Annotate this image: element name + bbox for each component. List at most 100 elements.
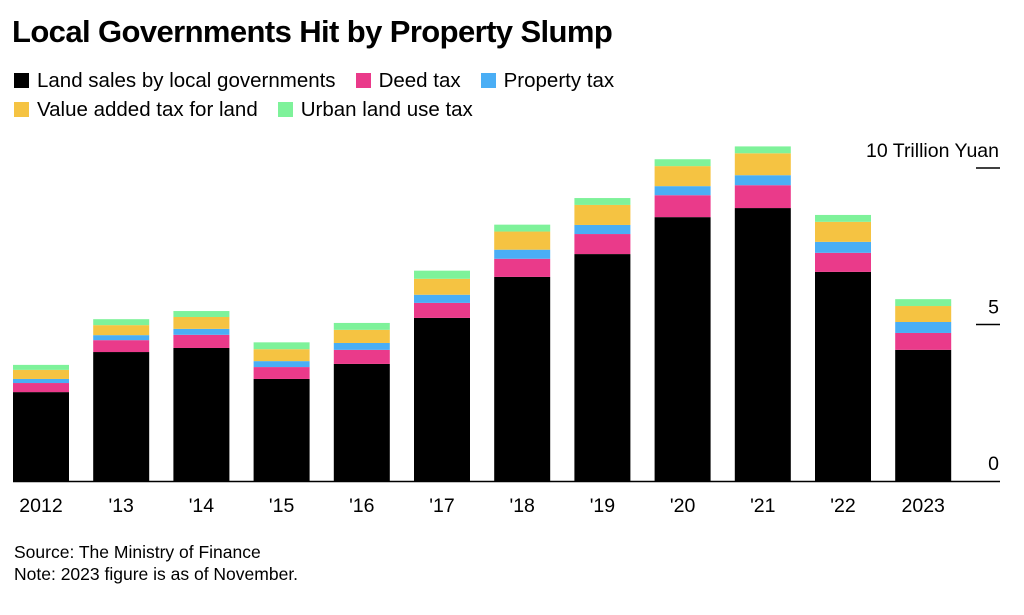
bar-segment-urban-land-use-tax-20 — [654, 159, 711, 167]
bar-segment-deed-tax-20 — [654, 195, 711, 218]
bar-segment-deed-tax-13 — [93, 340, 150, 353]
bar-segment-land-sales-by-local-governments-19 — [574, 254, 631, 481]
legend-label-value-added-tax: Value added tax for land — [37, 98, 258, 121]
bar-segment-urban-land-use-tax-15 — [253, 342, 310, 350]
y-tick-label: 0 — [988, 453, 999, 475]
x-tick-label: '21 — [750, 495, 775, 517]
bar-segment-urban-land-use-tax-17 — [414, 270, 470, 279]
legend-swatch-deed-tax — [355, 73, 371, 88]
bar-segment-deed-tax-2012 — [13, 383, 69, 393]
bar-segment-land-sales-by-local-governments-2023 — [895, 349, 952, 481]
bar-segment-urban-land-use-tax-16 — [333, 322, 390, 330]
bar-segment-value-added-tax-for-land-2023 — [895, 306, 952, 322]
x-axis-labels: 2012 '13 '14 '15 '16 '17 '18 '19 '20 '21 '22 2023 — [19, 495, 945, 517]
bar-segment-urban-land-use-tax-21 — [734, 146, 791, 154]
footnote: Note: 2023 figure is as of November. — [14, 564, 299, 584]
bar-segment-land-sales-by-local-governments-2012 — [13, 392, 69, 481]
legend-row-1: Land sales by local governments Deed tax… — [12, 66, 732, 95]
legend-item-land-sales: Land sales by local governments — [12, 66, 336, 95]
legend-label-land-sales: Land sales by local governments — [37, 69, 336, 92]
bar-segment-property-tax-18 — [494, 249, 551, 259]
bar-segment-urban-land-use-tax-18 — [494, 224, 551, 232]
y-axis: 10 Trillion Yuan 5 0 — [866, 140, 1000, 475]
bar-segment-urban-land-use-tax-13 — [93, 319, 150, 326]
legend-item-value-added-tax: Value added tax for land — [12, 95, 258, 124]
legend-label-urban-land-use-tax: Urban land use tax — [300, 98, 473, 121]
bar-segment-urban-land-use-tax-2012 — [13, 364, 69, 370]
x-tick-label: '19 — [590, 495, 615, 517]
bar-segment-urban-land-use-tax-22 — [815, 214, 871, 222]
bar-segment-value-added-tax-for-land-13 — [93, 325, 150, 336]
x-tick-label: '13 — [108, 495, 133, 517]
legend-swatch-property-tax — [480, 73, 496, 88]
bar-segment-value-added-tax-for-land-17 — [414, 278, 470, 295]
x-tick-label: '16 — [349, 495, 374, 517]
x-tick-label: '18 — [509, 495, 534, 517]
bar-segment-urban-land-use-tax-19 — [574, 198, 631, 205]
bar-segment-value-added-tax-for-land-15 — [253, 349, 310, 362]
bar-segment-deed-tax-14 — [173, 334, 230, 348]
bar-segment-deed-tax-17 — [414, 302, 470, 318]
bar-segment-property-tax-19 — [574, 224, 631, 235]
bar-segment-deed-tax-19 — [574, 234, 631, 255]
bar-segment-value-added-tax-for-land-19 — [574, 204, 631, 225]
x-tick-label: 2023 — [902, 495, 945, 517]
bar-segment-property-tax-17 — [414, 294, 470, 303]
bar-segment-property-tax-2023 — [895, 322, 952, 333]
x-tick-label: '20 — [670, 495, 696, 517]
x-tick-label: '17 — [429, 495, 454, 517]
bar-segment-deed-tax-18 — [494, 258, 551, 277]
bar-segment-land-sales-by-local-governments-14 — [173, 347, 230, 481]
bar-segment-deed-tax-22 — [815, 252, 871, 272]
source-note: Source: The Ministry of Finance — [14, 542, 261, 562]
bar-segment-land-sales-by-local-governments-20 — [654, 217, 711, 481]
bars-group — [13, 146, 952, 481]
y-tick-label: 10 Trillion Yuan — [866, 140, 999, 162]
legend-label-deed-tax: Deed tax — [378, 69, 461, 92]
chart-title: Local Governments Hit by Property Slump — [12, 14, 613, 49]
bar-segment-property-tax-15 — [253, 361, 310, 368]
bar-segment-property-tax-21 — [734, 175, 791, 186]
footer: Source: The Ministry of Finance Note: 20… — [14, 541, 298, 585]
bar-segment-value-added-tax-for-land-2012 — [13, 369, 69, 379]
x-tick-label: '22 — [830, 495, 855, 517]
bar-segment-value-added-tax-for-land-21 — [734, 153, 791, 176]
y-tick-label: 5 — [988, 297, 999, 319]
bar-segment-deed-tax-21 — [734, 185, 791, 209]
legend: Land sales by local governments Deed tax… — [12, 66, 732, 124]
legend-swatch-land-sales — [14, 73, 29, 88]
legend-row-2: Value added tax for land Urban land use … — [12, 95, 732, 124]
bar-segment-property-tax-20 — [654, 186, 711, 196]
bar-segment-land-sales-by-local-governments-15 — [253, 378, 310, 481]
legend-label-property-tax: Property tax — [503, 69, 615, 92]
bar-segment-value-added-tax-for-land-20 — [654, 166, 711, 187]
bar-segment-urban-land-use-tax-2023 — [895, 299, 952, 307]
bar-segment-land-sales-by-local-governments-21 — [734, 208, 791, 481]
legend-item-property-tax: Property tax — [479, 66, 615, 95]
legend-swatch-value-added-tax — [14, 102, 29, 117]
bar-segment-property-tax-16 — [333, 342, 390, 350]
bar-segment-land-sales-by-local-governments-13 — [93, 352, 150, 481]
x-tick-label: 2012 — [19, 495, 62, 517]
bar-segment-value-added-tax-for-land-18 — [494, 231, 551, 250]
bar-segment-value-added-tax-for-land-14 — [173, 316, 230, 329]
bar-segment-property-tax-22 — [815, 241, 871, 253]
bar-segment-property-tax-14 — [173, 328, 230, 335]
bar-segment-deed-tax-16 — [333, 349, 390, 364]
bar-segment-land-sales-by-local-governments-18 — [494, 276, 551, 481]
x-tick-label: '14 — [189, 495, 215, 517]
bar-segment-deed-tax-15 — [253, 367, 310, 379]
legend-swatch-urban-land-use-tax — [277, 102, 293, 117]
bar-segment-urban-land-use-tax-14 — [173, 311, 230, 317]
x-tick-label: '15 — [269, 495, 295, 517]
bar-segment-property-tax-13 — [93, 335, 150, 341]
bar-segment-deed-tax-2023 — [895, 332, 952, 350]
bar-segment-property-tax-2012 — [13, 378, 69, 384]
bar-segment-land-sales-by-local-governments-22 — [815, 271, 871, 481]
bar-segment-land-sales-by-local-governments-16 — [333, 363, 390, 481]
bar-segment-land-sales-by-local-governments-17 — [414, 317, 470, 481]
legend-item-deed-tax: Deed tax — [354, 66, 461, 95]
bar-segment-value-added-tax-for-land-16 — [333, 329, 390, 343]
legend-item-urban-land-use-tax: Urban land use tax — [276, 95, 473, 124]
